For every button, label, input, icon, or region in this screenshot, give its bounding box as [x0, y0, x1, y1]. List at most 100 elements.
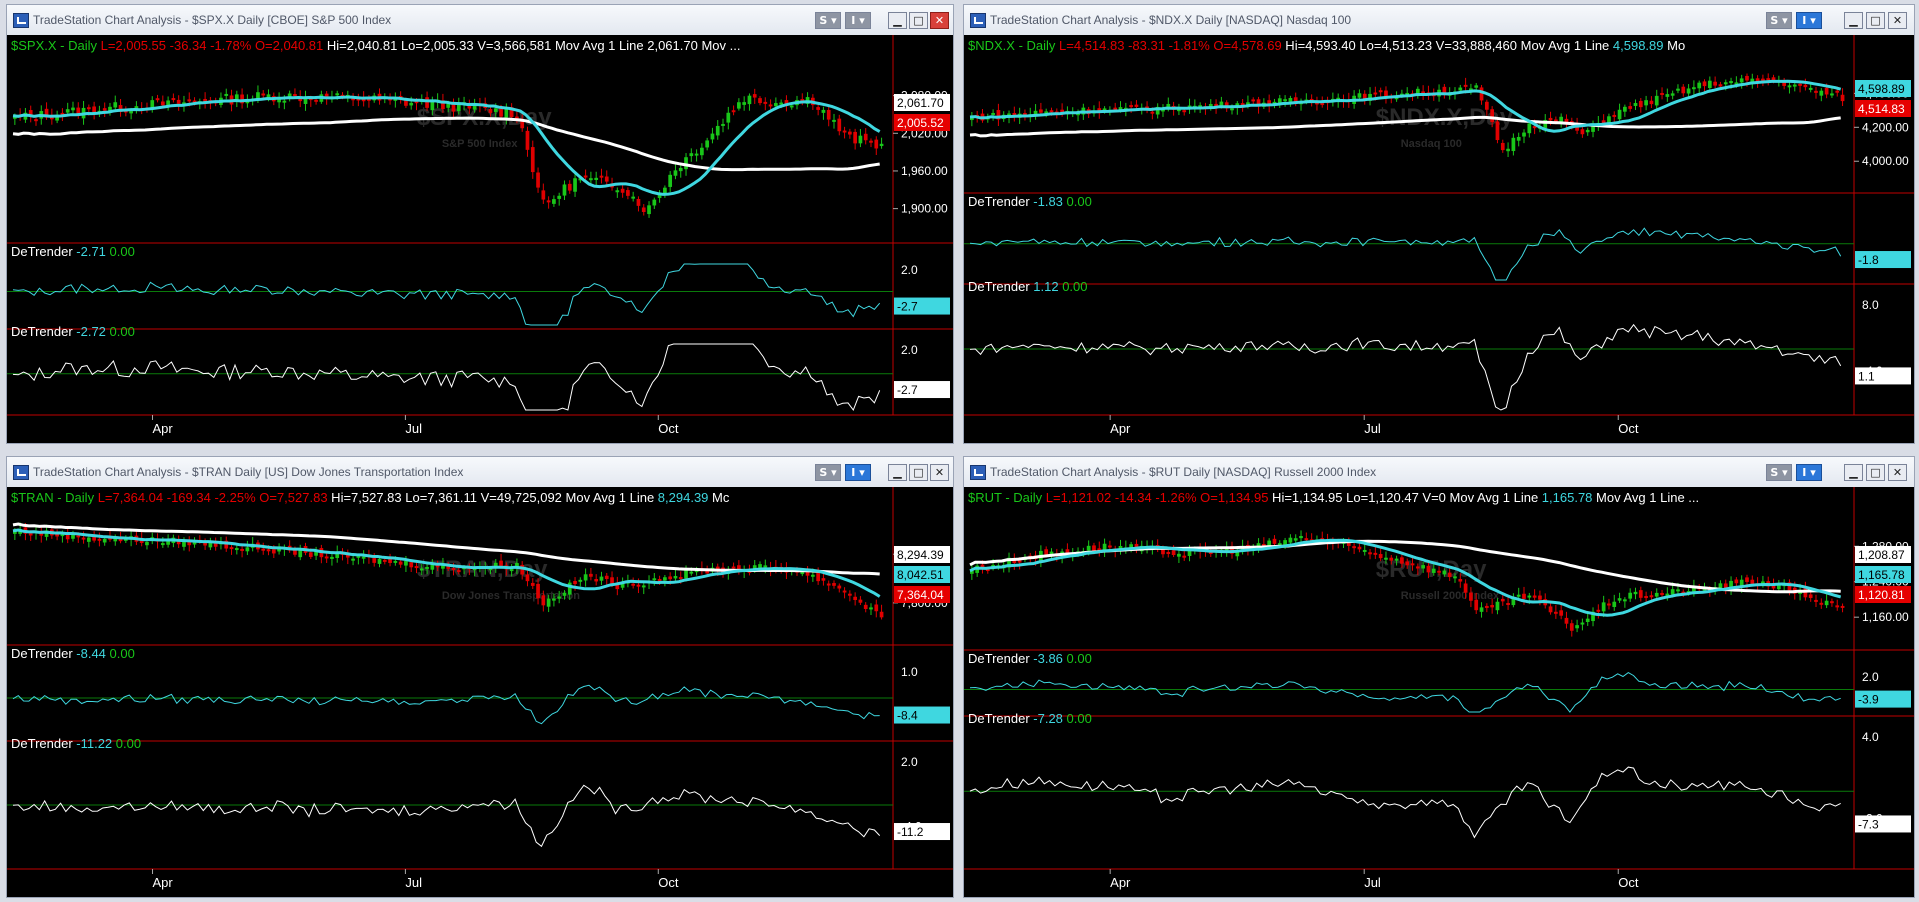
chart-area[interactable]: $RUT - Daily L=1,121.02 -14.34 -1.26% O=… [964, 487, 1914, 897]
candle-body [414, 566, 419, 569]
candle-body [1299, 536, 1303, 539]
detrender-tick-label: 1.0 [901, 665, 918, 679]
candle-body [456, 102, 461, 112]
candle-body [842, 590, 847, 593]
detrender-tag-label: -1.8 [1858, 253, 1879, 267]
candle-body [1384, 557, 1388, 560]
chart-window-tran[interactable]: TradeStation Chart Analysis - $TRAN Dail… [6, 456, 954, 898]
detrender-tick-label: 2.0 [901, 263, 918, 277]
minimize-icon[interactable]: ▁ [888, 12, 907, 29]
indicator-menu-button[interactable]: I ▾ [845, 12, 871, 29]
indicator-menu-button[interactable]: I ▾ [1796, 464, 1822, 481]
indicator-menu-button[interactable]: I ▾ [1796, 12, 1822, 29]
candle-body [335, 93, 340, 96]
minimize-icon[interactable]: ▁ [1844, 12, 1863, 29]
candle-body [1267, 100, 1272, 106]
candle-body [874, 139, 879, 149]
candle-body [1824, 87, 1829, 95]
minimize-icon[interactable]: ▁ [1844, 464, 1863, 481]
chart-area[interactable]: $TRAN - Daily L=7,364.04 -169.34 -2.25% … [7, 487, 953, 897]
candle-body [55, 533, 59, 537]
candle-body [821, 109, 826, 113]
style-menu-button[interactable]: S ▾ [815, 464, 841, 481]
candle-body [28, 533, 33, 536]
candle-body [224, 540, 229, 549]
candle-body [985, 569, 990, 572]
close-icon[interactable]: ✕ [930, 464, 949, 481]
chart-header: $SPX.X - Daily L=2,005.55 -36.34 -1.78% … [11, 38, 740, 53]
candle-body [55, 114, 59, 121]
candle-body [689, 153, 694, 157]
indicator-menu-button[interactable]: I ▾ [845, 464, 871, 481]
candle-body [1734, 82, 1739, 85]
title-bar[interactable]: TradeStation Chart Analysis - $SPX.X Dai… [7, 5, 953, 36]
candle-body [1262, 544, 1266, 547]
chart-canvas[interactable]: $SPX.X - Daily L=2,005.55 -36.34 -1.78% … [7, 35, 953, 443]
candle-body [1378, 90, 1383, 93]
close-icon[interactable]: ✕ [1888, 464, 1907, 481]
candle-body [541, 190, 546, 200]
maximize-icon[interactable]: □ [909, 464, 928, 481]
chart-window-ndx[interactable]: TradeStation Chart Analysis - $NDX.X Dai… [963, 4, 1915, 444]
candle-body [1554, 119, 1558, 122]
candle-body [626, 190, 630, 196]
candle-body [102, 538, 107, 543]
style-menu-button[interactable]: S ▾ [815, 12, 841, 29]
candle-body [240, 548, 244, 551]
candle-body [1830, 601, 1834, 604]
close-icon[interactable]: ✕ [1888, 12, 1907, 29]
candle-body [113, 102, 118, 108]
candle-body [1750, 78, 1755, 84]
watermark-name: Dow Jones Transportation [442, 590, 580, 602]
maximize-icon[interactable]: □ [1866, 12, 1885, 29]
chart-area[interactable]: $SPX.X - Daily L=2,005.55 -36.34 -1.78% … [7, 35, 953, 443]
detrender-line [12, 263, 881, 326]
close-icon[interactable]: ✕ [930, 12, 949, 29]
candle-body [573, 580, 577, 585]
candle-body [1575, 124, 1579, 131]
candle-body [700, 147, 704, 156]
chart-window-rut[interactable]: TradeStation Chart Analysis - $RUT Daily… [963, 456, 1915, 898]
chart-area[interactable]: $NDX.X - Daily L=4,514.83 -83.31 -1.81% … [964, 35, 1914, 443]
candle-body [160, 543, 165, 546]
candle-body [271, 549, 276, 554]
candle-body [1479, 87, 1484, 101]
candle-body [731, 110, 736, 113]
maximize-icon[interactable]: □ [909, 12, 928, 29]
candle-body [1787, 85, 1792, 88]
candle-body [525, 574, 530, 582]
candle-body [1277, 543, 1282, 546]
minimize-icon[interactable]: ▁ [888, 464, 907, 481]
window-title: TradeStation Chart Analysis - $RUT Daily… [990, 465, 1377, 479]
candle-body [789, 105, 794, 108]
maximize-icon[interactable]: □ [1866, 464, 1885, 481]
chart-canvas[interactable]: $TRAN - Daily L=7,364.04 -169.34 -2.25% … [7, 487, 953, 897]
candle-body [287, 93, 292, 99]
candle-body [430, 564, 435, 570]
title-bar[interactable]: TradeStation Chart Analysis - $RUT Daily… [964, 457, 1914, 488]
candle-body [1686, 88, 1691, 94]
candle-body [240, 94, 244, 104]
candle-body [1166, 552, 1171, 555]
candle-body [155, 98, 160, 101]
title-bar[interactable]: TradeStation Chart Analysis - $TRAN Dail… [7, 457, 953, 488]
window-title: TradeStation Chart Analysis - $SPX.X Dai… [33, 13, 392, 27]
detrender-tag-box [894, 823, 950, 841]
candle-body [1654, 592, 1659, 597]
candle-body [446, 566, 451, 569]
chart-canvas[interactable]: $NDX.X - Daily L=4,514.83 -83.31 -1.81% … [964, 35, 1914, 443]
detrender-label: DeTrender 1.12 0.00 [968, 279, 1088, 294]
candle-body [203, 98, 207, 103]
detrender-label: DeTrender -7.28 0.00 [968, 711, 1092, 726]
candle-body [182, 539, 186, 547]
title-bar[interactable]: TradeStation Chart Analysis - $NDX.X Dai… [964, 5, 1914, 36]
style-menu-button[interactable]: S ▾ [1766, 12, 1792, 29]
chart-canvas[interactable]: $RUT - Daily L=1,121.02 -14.34 -1.26% O=… [964, 487, 1914, 897]
candle-body [356, 555, 361, 558]
style-menu-button[interactable]: S ▾ [1766, 464, 1792, 481]
candle-body [752, 94, 757, 98]
candle-body [1187, 549, 1192, 556]
candle-body [863, 604, 868, 609]
candle-body [293, 550, 297, 555]
chart-window-spx[interactable]: TradeStation Chart Analysis - $SPX.X Dai… [6, 4, 954, 444]
